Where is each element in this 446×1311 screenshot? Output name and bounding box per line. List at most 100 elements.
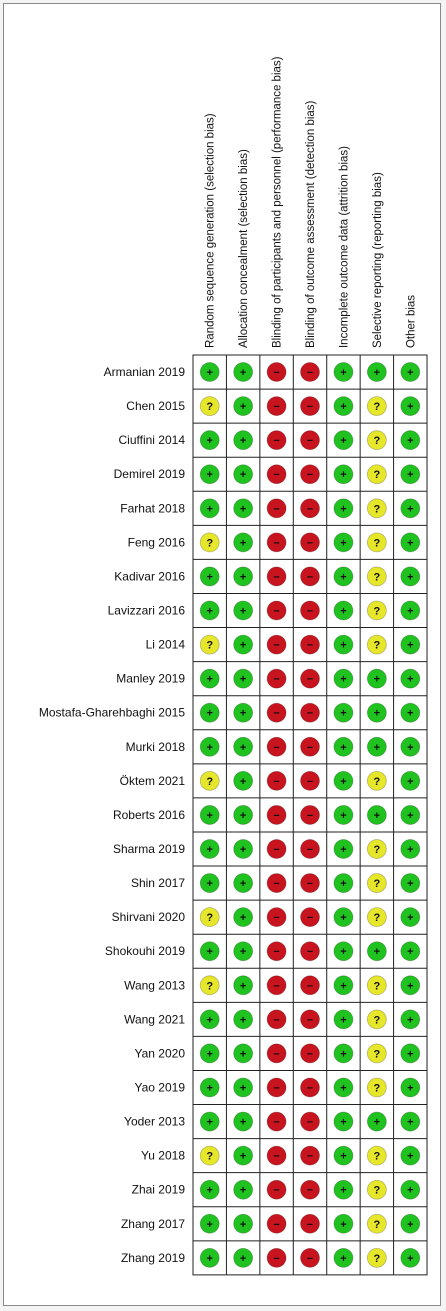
- rating-marker-low: [233, 532, 254, 553]
- rating-marker-low: [400, 975, 421, 996]
- rating-marker-high: [300, 736, 320, 757]
- rating-marker-low: [400, 1213, 421, 1234]
- rating-symbol-high: −: [307, 742, 313, 754]
- rating-symbol-high: −: [273, 606, 279, 618]
- rating-marker-high: [300, 362, 320, 382]
- rating-symbol-low: +: [240, 912, 246, 924]
- rating-marker-low: [400, 873, 421, 893]
- rating-marker-low: [333, 396, 354, 417]
- rating-marker-unclear: [199, 770, 220, 791]
- rating-symbol-low: +: [340, 1014, 346, 1026]
- study-label: Chen 2015: [126, 399, 185, 413]
- rating-symbol-unclear: ?: [373, 640, 380, 652]
- rating-marker-high: [266, 634, 287, 655]
- rating-marker-high: [266, 1043, 287, 1064]
- rating-symbol-low: +: [240, 367, 246, 379]
- rating-marker-unclear: [366, 1145, 387, 1166]
- rating-symbol-unclear: ?: [373, 606, 380, 618]
- rating-marker-high: [266, 1247, 287, 1268]
- rating-symbol-low: +: [206, 742, 212, 754]
- rating-marker-low: [333, 770, 354, 791]
- rating-symbol-low: +: [407, 1117, 413, 1129]
- rating-symbol-low: +: [240, 640, 246, 652]
- rating-symbol-low: +: [340, 1253, 346, 1265]
- rating-marker-high: [300, 566, 320, 587]
- rating-symbol-low: +: [407, 1048, 413, 1060]
- rating-marker-high: [266, 873, 287, 893]
- rating-symbol-low: +: [240, 503, 246, 515]
- rating-marker-low: [199, 464, 220, 485]
- rating-symbol-high: −: [273, 640, 279, 652]
- rating-marker-unclear: [366, 907, 387, 928]
- rating-symbol-high: −: [273, 1151, 279, 1163]
- rating-marker-high: [266, 736, 287, 757]
- rating-symbol-low: +: [340, 1185, 346, 1197]
- rating-marker-low: [333, 1009, 354, 1030]
- rating-marker-unclear: [366, 430, 387, 451]
- rating-marker-low: [400, 668, 421, 689]
- rating-symbol-low: +: [240, 435, 246, 447]
- rating-symbol-low: +: [340, 606, 346, 618]
- rating-symbol-low: +: [374, 708, 380, 720]
- rating-marker-low: [400, 464, 421, 485]
- rating-symbol-low: +: [407, 401, 413, 413]
- rating-symbol-high: −: [307, 810, 313, 822]
- rating-marker-high: [266, 839, 287, 859]
- rating-marker-low: [233, 1247, 254, 1268]
- rating-symbol-high: −: [307, 640, 313, 652]
- rating-marker-low: [333, 1077, 354, 1098]
- rating-symbol-high: −: [307, 1253, 313, 1265]
- rating-marker-high: [266, 1179, 287, 1200]
- rating-symbol-high: −: [273, 1048, 279, 1060]
- rating-symbol-low: +: [240, 1219, 246, 1231]
- rating-marker-low: [400, 1043, 421, 1064]
- rating-marker-low: [333, 1111, 354, 1132]
- study-label: Wang 2021: [124, 1012, 185, 1026]
- rating-symbol-low: +: [407, 980, 413, 992]
- rating-symbol-low: +: [407, 367, 413, 379]
- rating-marker-high: [266, 1213, 287, 1234]
- rating-symbol-low: +: [206, 367, 212, 379]
- rating-marker-unclear: [366, 1213, 387, 1234]
- rating-symbol-low: +: [374, 742, 380, 754]
- rating-symbol-high: −: [307, 401, 313, 413]
- study-label: Shin 2017: [131, 876, 185, 890]
- rating-marker-unclear: [366, 873, 387, 893]
- rating-symbol-low: +: [340, 1083, 346, 1095]
- rating-symbol-low: +: [240, 674, 246, 686]
- rating-symbol-low: +: [374, 810, 380, 822]
- rating-symbol-low: +: [340, 912, 346, 924]
- study-label: Shokouhi 2019: [105, 944, 185, 958]
- rating-symbol-unclear: ?: [373, 571, 380, 583]
- rating-marker-high: [266, 668, 287, 689]
- study-label: Öktem 2021: [120, 774, 186, 788]
- rating-symbol-low: +: [407, 1151, 413, 1163]
- rating-marker-low: [233, 873, 254, 893]
- rating-marker-high: [300, 1145, 320, 1166]
- study-label: Farhat 2018: [120, 501, 185, 515]
- rating-marker-low: [233, 736, 254, 757]
- rating-symbol-unclear: ?: [206, 640, 213, 652]
- rating-symbol-low: +: [240, 1185, 246, 1197]
- rating-symbol-low: +: [206, 708, 212, 720]
- rating-symbol-high: −: [307, 537, 313, 549]
- rating-marker-low: [199, 736, 220, 757]
- rating-symbol-high: −: [273, 367, 279, 379]
- rating-symbol-high: −: [273, 776, 279, 788]
- rating-symbol-low: +: [407, 810, 413, 822]
- rating-symbol-low: +: [240, 606, 246, 618]
- rating-marker-unclear: [366, 396, 387, 417]
- rating-symbol-high: −: [307, 708, 313, 720]
- rating-symbol-high: −: [273, 844, 279, 856]
- rating-marker-low: [333, 1179, 354, 1200]
- rating-marker-low: [199, 1043, 220, 1064]
- rating-symbol-high: −: [307, 1219, 313, 1231]
- rating-symbol-high: −: [307, 503, 313, 515]
- rating-symbol-low: +: [407, 503, 413, 515]
- rating-symbol-unclear: ?: [373, 537, 380, 549]
- rating-marker-high: [266, 941, 287, 962]
- rating-marker-low: [233, 600, 254, 621]
- rating-marker-low: [233, 396, 254, 417]
- rating-symbol-low: +: [240, 1014, 246, 1026]
- rating-marker-low: [400, 1247, 421, 1268]
